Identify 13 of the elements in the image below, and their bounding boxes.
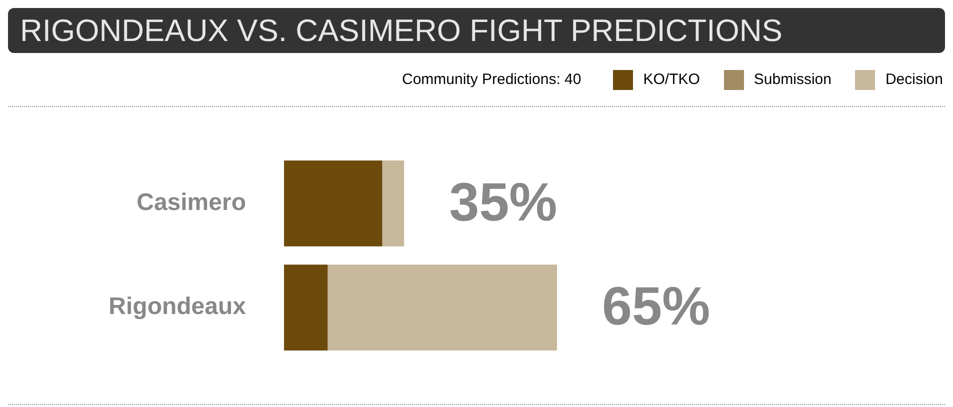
legend-label: Decision bbox=[885, 71, 943, 88]
text: Community Predictions: 40 bbox=[402, 71, 582, 88]
text: 65% bbox=[602, 276, 710, 336]
y-tick-label: Casimero bbox=[136, 189, 246, 216]
bar bbox=[328, 264, 557, 350]
bar bbox=[382, 160, 404, 246]
y-tick-label: Rigondeaux bbox=[108, 293, 247, 320]
legend-label: Submission bbox=[754, 71, 832, 88]
chart-title: RIGONDEAUX VS. CASIMERO FIGHT PREDICTIONS bbox=[8, 8, 945, 53]
bar bbox=[284, 264, 328, 350]
legend-label: KO/TKO bbox=[643, 71, 700, 88]
annotation: 35% bbox=[449, 172, 558, 232]
bar bbox=[284, 160, 382, 246]
